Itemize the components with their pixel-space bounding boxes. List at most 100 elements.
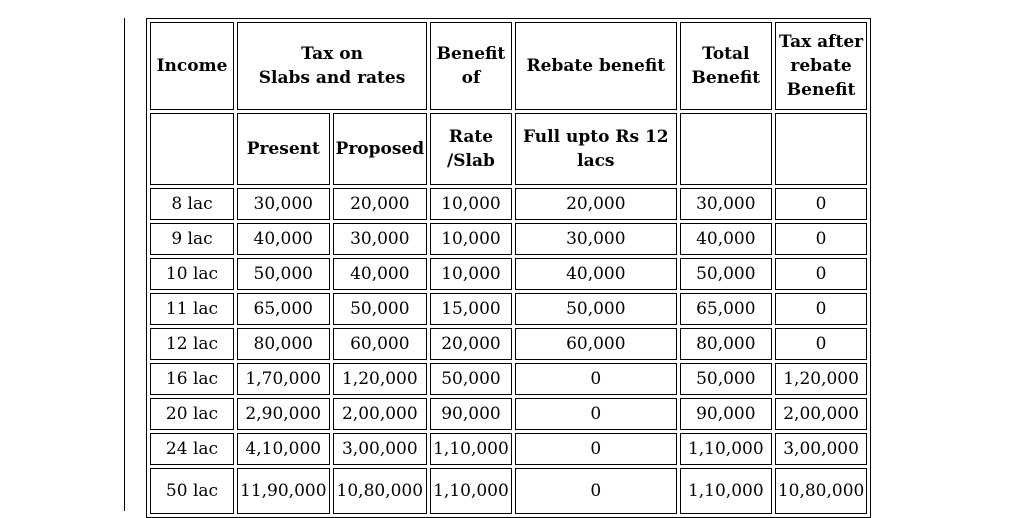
table-row: 16 lac 1,70,000 1,20,000 50,000 0 50,000… <box>150 363 868 395</box>
header-benefit-of: Benefit of <box>430 22 512 110</box>
header-row-main: Income Tax on Slabs and rates Benefit of… <box>150 22 868 110</box>
cell-present: 65,000 <box>237 293 330 325</box>
cell-total: 40,000 <box>679 223 772 255</box>
header-tax-on: Tax on Slabs and rates <box>237 22 428 110</box>
header-total-benefit-line2: Benefit <box>691 68 761 88</box>
cell-proposed: 10,80,000 <box>332 468 428 514</box>
cell-rebate: 60,000 <box>514 328 677 360</box>
cell-proposed: 40,000 <box>332 258 428 290</box>
subheader-rate-slab-line1: Rate <box>448 127 494 147</box>
cell-proposed: 60,000 <box>332 328 428 360</box>
cell-present: 80,000 <box>237 328 330 360</box>
cell-total: 65,000 <box>679 293 772 325</box>
cell-total: 50,000 <box>679 363 772 395</box>
cell-after: 0 <box>774 188 868 220</box>
header-income: Income <box>150 22 234 110</box>
page-margin-rule <box>124 18 125 511</box>
cell-after: 0 <box>774 328 868 360</box>
cell-after: 0 <box>774 293 868 325</box>
subheader-full-upto-line2: lacs <box>577 151 615 171</box>
header-benefit-of-line2: of <box>461 68 481 88</box>
cell-rebate: 0 <box>514 433 677 465</box>
cell-after: 0 <box>774 223 868 255</box>
subheader-income-empty <box>150 113 234 185</box>
table-row: 24 lac 4,10,000 3,00,000 1,10,000 0 1,10… <box>150 433 868 465</box>
table-row: 9 lac 40,000 30,000 10,000 30,000 40,000… <box>150 223 868 255</box>
cell-rate-slab: 10,000 <box>430 258 512 290</box>
table-row: 8 lac 30,000 20,000 10,000 20,000 30,000… <box>150 188 868 220</box>
cell-rebate: 0 <box>514 363 677 395</box>
cell-total: 1,10,000 <box>679 468 772 514</box>
cell-income: 20 lac <box>150 398 234 430</box>
cell-income: 10 lac <box>150 258 234 290</box>
cell-rebate: 20,000 <box>514 188 677 220</box>
table-row: 20 lac 2,90,000 2,00,000 90,000 0 90,000… <box>150 398 868 430</box>
subheader-total-empty <box>679 113 772 185</box>
cell-present: 4,10,000 <box>237 433 330 465</box>
subheader-full-upto-line1: Full upto Rs 12 <box>523 127 669 147</box>
cell-present: 30,000 <box>237 188 330 220</box>
cell-income: 24 lac <box>150 433 234 465</box>
cell-income: 9 lac <box>150 223 234 255</box>
cell-proposed: 30,000 <box>332 223 428 255</box>
cell-rate-slab: 50,000 <box>430 363 512 395</box>
cell-rebate: 0 <box>514 468 677 514</box>
table-row: 12 lac 80,000 60,000 20,000 60,000 80,00… <box>150 328 868 360</box>
cell-proposed: 1,20,000 <box>332 363 428 395</box>
table-row: 50 lac 11,90,000 10,80,000 1,10,000 0 1,… <box>150 468 868 514</box>
header-row-sub: Present Proposed Rate /Slab Full upto Rs… <box>150 113 868 185</box>
cell-rebate: 0 <box>514 398 677 430</box>
cell-income: 11 lac <box>150 293 234 325</box>
cell-present: 50,000 <box>237 258 330 290</box>
subheader-after-empty <box>774 113 868 185</box>
header-tax-after-line2: rebate <box>790 56 852 76</box>
cell-present: 11,90,000 <box>237 468 330 514</box>
cell-proposed: 2,00,000 <box>332 398 428 430</box>
cell-rebate: 30,000 <box>514 223 677 255</box>
cell-after: 2,00,000 <box>774 398 868 430</box>
cell-present: 2,90,000 <box>237 398 330 430</box>
cell-proposed: 3,00,000 <box>332 433 428 465</box>
cell-rate-slab: 15,000 <box>430 293 512 325</box>
header-tax-after-line3: Benefit <box>786 80 856 100</box>
cell-total: 80,000 <box>679 328 772 360</box>
cell-total: 50,000 <box>679 258 772 290</box>
cell-total: 90,000 <box>679 398 772 430</box>
header-rebate-benefit: Rebate benefit <box>514 22 677 110</box>
table-row: 11 lac 65,000 50,000 15,000 50,000 65,00… <box>150 293 868 325</box>
cell-rate-slab: 90,000 <box>430 398 512 430</box>
tax-comparison-table: Income Tax on Slabs and rates Benefit of… <box>146 18 872 518</box>
cell-income: 12 lac <box>150 328 234 360</box>
cell-rate-slab: 20,000 <box>430 328 512 360</box>
cell-after: 0 <box>774 258 868 290</box>
cell-proposed: 20,000 <box>332 188 428 220</box>
header-tax-after: Tax after rebate Benefit <box>774 22 868 110</box>
subheader-present: Present <box>237 113 330 185</box>
subheader-full-upto: Full upto Rs 12 lacs <box>514 113 677 185</box>
header-tax-after-line1: Tax after <box>779 32 864 52</box>
header-tax-on-line1: Tax on <box>301 44 363 64</box>
cell-present: 40,000 <box>237 223 330 255</box>
cell-income: 50 lac <box>150 468 234 514</box>
header-benefit-of-line1: Benefit <box>436 44 506 64</box>
cell-rate-slab: 1,10,000 <box>430 433 512 465</box>
cell-proposed: 50,000 <box>332 293 428 325</box>
cell-after: 1,20,000 <box>774 363 868 395</box>
cell-income: 16 lac <box>150 363 234 395</box>
cell-after: 10,80,000 <box>774 468 868 514</box>
cell-after: 3,00,000 <box>774 433 868 465</box>
cell-rate-slab: 10,000 <box>430 223 512 255</box>
cell-rate-slab: 10,000 <box>430 188 512 220</box>
cell-rate-slab: 1,10,000 <box>430 468 512 514</box>
cell-total: 30,000 <box>679 188 772 220</box>
subheader-rate-slab-line2: /Slab <box>447 151 495 171</box>
table-row: 10 lac 50,000 40,000 10,000 40,000 50,00… <box>150 258 868 290</box>
cell-total: 1,10,000 <box>679 433 772 465</box>
cell-income: 8 lac <box>150 188 234 220</box>
header-total-benefit-line1: Total <box>702 44 750 64</box>
header-tax-on-line2: Slabs and rates <box>258 68 406 88</box>
header-total-benefit: Total Benefit <box>679 22 772 110</box>
cell-rebate: 50,000 <box>514 293 677 325</box>
subheader-rate-slab: Rate /Slab <box>430 113 512 185</box>
cell-present: 1,70,000 <box>237 363 330 395</box>
